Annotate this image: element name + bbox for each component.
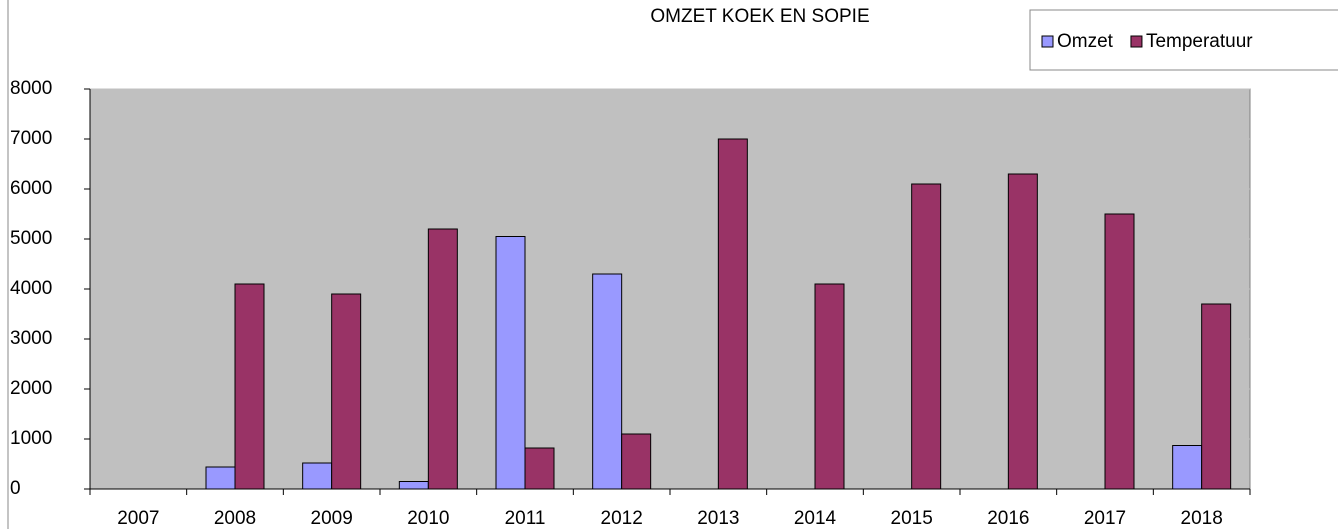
- legend-label: Omzet: [1057, 31, 1114, 52]
- x-tick-label: 2011: [505, 508, 546, 529]
- x-tick-label: 2008: [214, 508, 256, 529]
- legend-swatch: [1130, 35, 1143, 48]
- bar: [427, 228, 458, 490]
- bar: [911, 183, 942, 490]
- bar: [398, 481, 429, 490]
- bar: [1007, 173, 1038, 490]
- chart-title: OMZET KOEK EN SOPIE: [650, 6, 869, 27]
- x-tick-label: 2016: [987, 508, 1029, 529]
- x-tick-label: 2012: [601, 508, 643, 529]
- x-tick-label: 2013: [697, 508, 739, 529]
- y-tick-label: 1000: [10, 428, 52, 449]
- bar: [331, 293, 362, 490]
- bar: [621, 433, 652, 490]
- y-tick-label: 3000: [10, 328, 52, 349]
- bar: [814, 283, 845, 490]
- y-tick-label: 4000: [10, 278, 52, 299]
- y-tick-label: 0: [10, 478, 21, 499]
- y-tick-label: 6000: [10, 178, 52, 199]
- bar: [524, 447, 555, 490]
- bar: [495, 236, 526, 490]
- legend-label: Temperatuur: [1146, 31, 1253, 52]
- x-tick-label: 2014: [794, 508, 837, 529]
- y-tick-label: 2000: [10, 378, 52, 399]
- x-tick-label: 2018: [1181, 508, 1223, 529]
- bar: [1104, 213, 1135, 490]
- legend-swatch: [1041, 35, 1054, 48]
- x-tick-label: 2009: [311, 508, 353, 529]
- bar: [205, 466, 236, 490]
- x-tick-label: 2010: [407, 508, 449, 529]
- y-tick-label: 5000: [10, 228, 52, 249]
- y-tick-label: 7000: [10, 128, 52, 149]
- x-tick-label: 2007: [117, 508, 159, 529]
- bar: [302, 462, 333, 490]
- bar: [592, 273, 623, 490]
- bar: [1201, 303, 1232, 490]
- bar: [717, 138, 748, 490]
- bar: [1172, 445, 1203, 490]
- bar: [234, 283, 265, 490]
- legend-box: [1029, 9, 1338, 71]
- x-tick-label: 2015: [891, 508, 933, 529]
- y-tick-label: 8000: [10, 78, 52, 99]
- x-tick-label: 2017: [1084, 508, 1126, 529]
